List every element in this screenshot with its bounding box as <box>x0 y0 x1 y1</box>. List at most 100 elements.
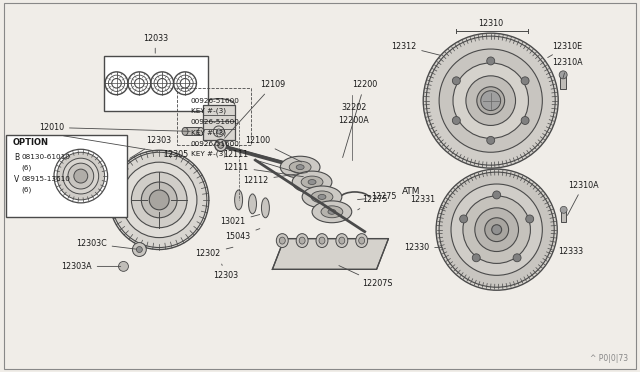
Circle shape <box>560 206 567 213</box>
Text: 12310A: 12310A <box>568 180 599 215</box>
Ellipse shape <box>312 201 352 223</box>
Text: 12310E: 12310E <box>548 42 582 58</box>
Text: ATM: ATM <box>403 187 421 196</box>
Text: 00926-51600: 00926-51600 <box>191 119 240 125</box>
Ellipse shape <box>235 190 243 210</box>
Text: OPTION: OPTION <box>12 138 48 147</box>
Circle shape <box>122 162 197 238</box>
Text: 12302: 12302 <box>195 247 233 258</box>
Text: 12207S: 12207S <box>339 266 392 288</box>
Text: 12111: 12111 <box>223 150 300 173</box>
Bar <box>177 88 250 145</box>
Ellipse shape <box>316 234 328 247</box>
Circle shape <box>525 215 534 223</box>
Text: KEY #-(3): KEY #-(3) <box>191 107 226 114</box>
Circle shape <box>452 77 460 85</box>
Text: 12310A: 12310A <box>552 58 583 78</box>
Circle shape <box>111 152 207 247</box>
Bar <box>203 105 235 140</box>
Circle shape <box>513 254 521 262</box>
Text: 12303: 12303 <box>213 264 238 280</box>
Text: 12275: 12275 <box>358 195 387 210</box>
Text: 12333: 12333 <box>551 247 583 256</box>
Ellipse shape <box>301 176 323 188</box>
Circle shape <box>132 243 147 256</box>
Text: 32202: 32202 <box>342 103 367 112</box>
Text: 12100: 12100 <box>245 136 301 162</box>
Text: 12303C: 12303C <box>76 239 136 249</box>
Bar <box>185 128 201 135</box>
Ellipse shape <box>262 198 269 218</box>
Circle shape <box>487 137 495 144</box>
Text: 13021: 13021 <box>220 215 260 226</box>
Ellipse shape <box>276 234 288 247</box>
Text: 08130-61010: 08130-61010 <box>21 154 70 160</box>
Ellipse shape <box>321 206 343 218</box>
Text: 12200A: 12200A <box>338 116 369 125</box>
Bar <box>104 56 208 110</box>
Bar <box>560 75 566 89</box>
Text: 00926-51600: 00926-51600 <box>191 141 240 147</box>
Text: 12310: 12310 <box>478 19 503 28</box>
Text: 12312: 12312 <box>391 42 440 55</box>
Text: 12111: 12111 <box>223 163 303 177</box>
Circle shape <box>68 163 93 189</box>
Ellipse shape <box>182 128 188 135</box>
Ellipse shape <box>308 180 316 185</box>
Text: 00926-51600: 00926-51600 <box>191 97 240 104</box>
Text: 12275: 12275 <box>358 192 397 201</box>
Circle shape <box>294 158 314 178</box>
Ellipse shape <box>356 234 367 247</box>
Ellipse shape <box>289 161 311 173</box>
Circle shape <box>481 91 500 110</box>
Text: 15043: 15043 <box>225 229 260 241</box>
Circle shape <box>439 172 554 287</box>
Circle shape <box>118 262 129 271</box>
Circle shape <box>521 116 529 125</box>
Text: 12305: 12305 <box>63 136 188 159</box>
Text: 12109: 12109 <box>225 80 285 138</box>
Ellipse shape <box>198 128 204 135</box>
Ellipse shape <box>336 234 348 247</box>
Circle shape <box>426 36 556 165</box>
Circle shape <box>466 76 516 125</box>
Circle shape <box>131 172 187 228</box>
Circle shape <box>218 142 224 148</box>
Circle shape <box>452 116 460 125</box>
Circle shape <box>484 95 497 107</box>
Circle shape <box>437 170 556 289</box>
Circle shape <box>216 129 221 134</box>
Text: (6): (6) <box>21 187 31 193</box>
Ellipse shape <box>302 186 342 208</box>
Text: ^ P0|0|73: ^ P0|0|73 <box>589 354 628 363</box>
Circle shape <box>149 190 169 210</box>
Ellipse shape <box>248 194 257 214</box>
Circle shape <box>460 215 468 223</box>
Ellipse shape <box>280 156 320 178</box>
Polygon shape <box>273 238 388 269</box>
Circle shape <box>493 191 500 199</box>
Circle shape <box>423 33 558 168</box>
Ellipse shape <box>279 237 285 244</box>
Circle shape <box>57 152 104 200</box>
Text: 12330: 12330 <box>404 243 442 252</box>
Text: 12010: 12010 <box>39 123 190 132</box>
Circle shape <box>453 63 529 138</box>
Circle shape <box>559 71 567 79</box>
Ellipse shape <box>328 209 336 214</box>
Ellipse shape <box>339 237 345 244</box>
Text: 08915-13610: 08915-13610 <box>21 176 70 182</box>
Ellipse shape <box>318 195 326 199</box>
Text: 12303A: 12303A <box>61 262 121 271</box>
Ellipse shape <box>296 165 304 170</box>
Circle shape <box>487 57 495 65</box>
Text: B: B <box>14 153 19 162</box>
Ellipse shape <box>299 237 305 244</box>
Circle shape <box>475 208 518 251</box>
Text: V: V <box>14 174 20 183</box>
Bar <box>561 210 566 222</box>
Circle shape <box>63 158 99 194</box>
Ellipse shape <box>311 191 333 203</box>
Bar <box>6 135 127 217</box>
Circle shape <box>492 225 502 235</box>
